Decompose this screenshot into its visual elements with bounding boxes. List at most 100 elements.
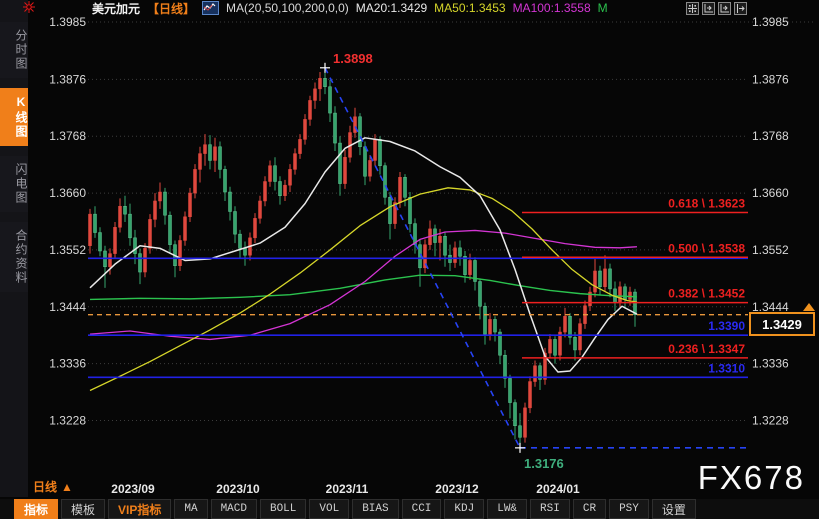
tab-bias[interactable]: BIAS [352,499,399,519]
x-axis-label: 2024/01 [536,482,580,496]
candle-body [353,116,357,133]
fib-label: 0.236 \ 1.3347 [668,342,745,356]
candle-body [148,219,152,249]
candle-body [268,165,272,182]
price-annotation: 1.3898 [333,51,373,66]
candle-body [303,119,307,140]
candle-body [223,169,227,193]
candle-body [308,100,312,120]
sidebar-item-timeline-chart[interactable]: 分时图 [0,22,28,78]
tab-settings[interactable]: 设置 [651,499,696,519]
candle-body [88,213,92,246]
sidebar-item-lightning-chart[interactable]: 闪电图 [0,156,28,212]
export-icon[interactable] [734,2,747,15]
y-axis-label-left: 1.3660 [49,186,86,200]
candle-body [333,112,337,144]
candle-body [453,247,457,263]
tab-cr[interactable]: CR [572,499,607,519]
candle-body [288,169,292,186]
candle-body [183,216,187,241]
ma-line-ma200 [89,274,638,301]
candle-body [393,202,397,224]
legend-ma200: M [597,1,608,15]
candle-body [213,146,217,161]
candle-body [108,253,112,268]
candle-body [93,213,97,233]
candle-body [363,146,367,177]
y-axis-label-right: 1.3768 [752,129,789,143]
candle-body [403,177,407,198]
candle-body [563,316,567,333]
candle-body [358,116,362,148]
sidebar-item-kline-chart[interactable]: K线图 [0,88,28,146]
candle-body [623,286,627,300]
candle-body [318,78,322,90]
candle-body [243,248,247,256]
fib-label: 0.500 \ 1.3538 [668,241,745,255]
ma-line-ma20 [89,137,638,373]
tab-kdj[interactable]: KDJ [444,499,485,519]
y-axis-label-right: 1.3985 [752,15,789,29]
candle-body [633,291,637,315]
candle-body [463,255,467,275]
candle-body [293,153,297,170]
period-label: 【日线】 [147,1,196,16]
candle-body [323,78,327,87]
candle-body [468,260,472,275]
sidebar-item-contract-info[interactable]: 合约资料 [0,222,28,292]
symbol-name: 美元加元 [92,1,141,16]
candle-body [258,200,262,219]
candle-body [133,237,137,254]
candle-body [198,153,202,170]
line-chart-icon[interactable] [202,1,220,15]
y-axis-label-right: 1.3336 [752,357,789,371]
candle-body [498,331,502,356]
trend-line [324,67,521,449]
tab-boll[interactable]: BOLL [259,499,307,519]
legend-ma50: MA50:1.3453 [434,1,506,15]
alert-burst-icon [23,1,35,13]
y-axis-label-left: 1.3768 [49,129,86,143]
chart-header: 美元加元 【日线】 MA(20,50,100,200,0,0) MA20:1.3… [28,0,819,16]
fib-label: 0.382 \ 1.3452 [668,287,745,301]
candle-body [618,286,622,303]
y-axis-label-left: 1.3876 [49,72,86,86]
candle-body [273,165,277,182]
y-axis-label-right: 1.3660 [752,186,789,200]
tab-macd[interactable]: MACD [210,499,257,519]
tab-cci[interactable]: CCI [401,499,442,519]
candle-body [423,244,427,269]
candle-body [518,425,522,438]
candle-body [263,181,267,202]
period-selector[interactable]: 日线 ▲ [33,478,73,495]
candle-body [438,235,442,243]
current-price-badge: 1.3429 [749,312,815,336]
tab-vol[interactable]: VOL [309,499,350,519]
indicator-toolbar: 指标 模板 VIP指标 MA MACD BOLL VOL BIAS CCI KD… [0,499,819,519]
tab-vip-indicators[interactable]: VIP指标 [108,499,172,519]
x-axis-label: 2023/10 [216,482,260,496]
candle-body [483,306,487,335]
watermark: FX678 [697,459,805,496]
crosshair-icon[interactable] [686,2,699,15]
tab-psy[interactable]: PSY [609,499,649,519]
candle-body [408,197,412,224]
candle-body [168,214,172,245]
tab-templates[interactable]: 模板 [61,499,106,519]
candle-body [238,233,242,249]
candle-body [298,139,302,154]
candle-body [193,169,197,194]
tab-rsi[interactable]: RSI [530,499,570,519]
y-axis-label-left: 1.3552 [49,243,86,257]
x-axis-label: 2023/09 [111,482,155,496]
candle-body [578,323,582,351]
tab-indicators[interactable]: 指标 [14,499,59,519]
tab-lw[interactable]: LW& [487,499,528,519]
candle-body [588,291,592,306]
candle-body [383,165,387,198]
fib-label: 0.618 \ 1.3623 [668,197,745,211]
axis-zoom-right-icon[interactable] [718,2,731,15]
tab-ma[interactable]: MA [174,499,208,519]
axis-zoom-left-icon[interactable] [702,2,715,15]
